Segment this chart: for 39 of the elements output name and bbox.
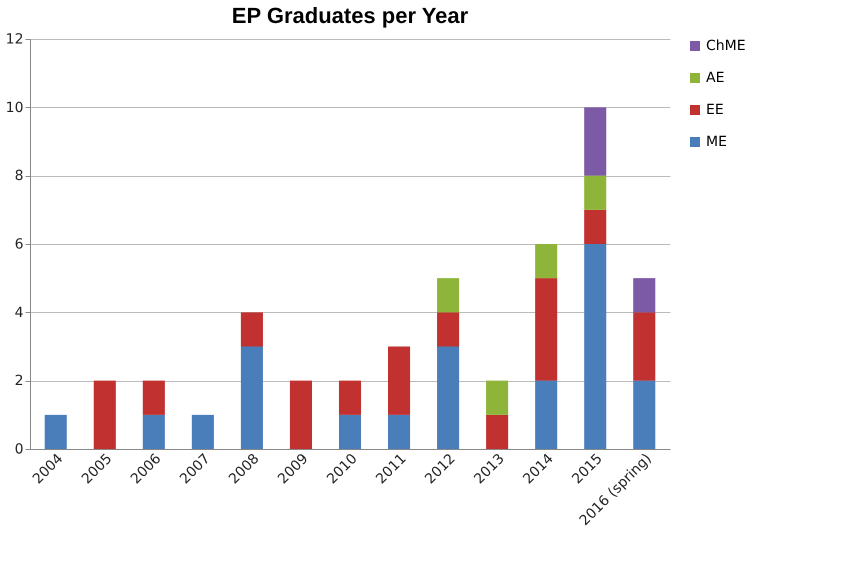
bar [240, 346, 263, 449]
bar [142, 414, 165, 449]
bar [633, 278, 656, 312]
bar [338, 380, 362, 415]
legend-label: AE [706, 70, 724, 86]
y-tick-label: 12 [6, 32, 24, 48]
bar [535, 380, 558, 449]
legend-label: ChME [706, 38, 746, 54]
bar [192, 414, 214, 449]
bar [584, 210, 606, 244]
y-tick-label: 10 [6, 100, 24, 116]
bar [535, 278, 558, 381]
bar [486, 414, 508, 449]
bar [584, 176, 606, 210]
bar [338, 414, 362, 449]
bar [240, 312, 263, 346]
legend-label: EE [706, 102, 724, 118]
bar [633, 312, 656, 381]
bar [388, 346, 410, 415]
y-tick-label: 2 [14, 373, 24, 390]
y-tick-label: 4 [14, 304, 24, 321]
bar [437, 312, 460, 346]
y-tick-label: 6 [14, 236, 24, 252]
bar [437, 278, 460, 312]
bar [437, 346, 460, 449]
bar [584, 107, 606, 176]
bar [535, 244, 558, 278]
bar [290, 380, 312, 449]
bar [388, 414, 410, 449]
bar [584, 244, 606, 449]
chart-title: EP Graduates per Year [232, 3, 469, 28]
y-tick-label: 8 [14, 168, 24, 184]
bar [486, 380, 508, 415]
bar [94, 380, 116, 449]
bar [633, 380, 656, 449]
y-tick-label: 0 [14, 442, 24, 458]
bar [142, 380, 165, 415]
legend-label: ME [706, 134, 727, 150]
bar [44, 414, 67, 449]
